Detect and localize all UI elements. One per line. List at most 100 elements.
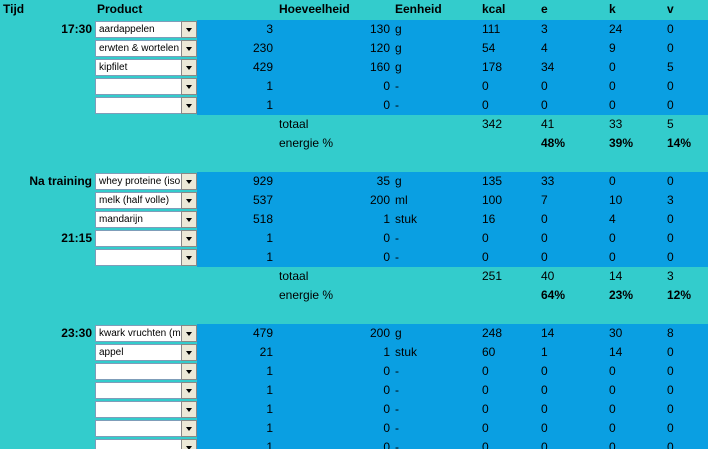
row-background <box>197 362 708 381</box>
dropdown-button[interactable] <box>181 344 197 361</box>
cell-k: 0 <box>609 231 616 245</box>
row-background <box>197 210 708 229</box>
dropdown-button[interactable] <box>181 382 197 399</box>
product-dropdown[interactable]: aardappelen <box>95 21 182 38</box>
cell-id: 429 <box>252 60 273 74</box>
row-background <box>197 20 708 39</box>
dropdown-button[interactable] <box>181 59 197 76</box>
cell-e: 0 <box>541 79 548 93</box>
product-dropdown[interactable] <box>95 78 182 95</box>
cell-qty: 200 <box>369 326 390 340</box>
cell-id: 537 <box>252 193 273 207</box>
cell-kcal: 100 <box>482 193 503 207</box>
cell-v: 14% <box>667 136 692 150</box>
cell-v: 0 <box>667 231 674 245</box>
dropdown-button[interactable] <box>181 230 197 247</box>
cell-e: 0 <box>541 250 548 264</box>
cell-k: 10 <box>609 193 623 207</box>
cell-qty: 0 <box>383 440 390 449</box>
cell-kcal: 342 <box>482 117 503 131</box>
dropdown-button[interactable] <box>181 249 197 266</box>
cell-qty: 0 <box>383 383 390 397</box>
row-background <box>197 229 708 248</box>
cell-unit: stuk <box>395 212 418 226</box>
cell-e: 0 <box>541 231 548 245</box>
cell-kcal: 0 <box>482 231 489 245</box>
dropdown-button[interactable] <box>181 401 197 418</box>
cell-v: 0 <box>667 22 674 36</box>
cell-e: 0 <box>541 440 548 449</box>
cell-qty: 160 <box>369 60 390 74</box>
cell-kcal: 60 <box>482 345 496 359</box>
cell-v: 0 <box>667 421 674 435</box>
row-background <box>197 77 708 96</box>
cell-qty: 1 <box>383 345 390 359</box>
cell-e: 64% <box>541 288 566 302</box>
dropdown-button[interactable] <box>181 363 197 380</box>
row-background <box>197 39 708 58</box>
product-dropdown[interactable] <box>95 439 182 449</box>
product-dropdown[interactable]: kwark vruchten (m <box>95 325 182 342</box>
product-dropdown[interactable] <box>95 230 182 247</box>
cell-k: 0 <box>609 383 616 397</box>
dropdown-button[interactable] <box>181 173 197 190</box>
cell-e: 7 <box>541 193 548 207</box>
cell-id: 1 <box>266 98 273 112</box>
time-cell: 17:30 <box>61 22 92 36</box>
dropdown-button[interactable] <box>181 211 197 228</box>
product-dropdown[interactable]: appel <box>95 344 182 361</box>
dropdown-button[interactable] <box>181 439 197 449</box>
row-background <box>197 381 708 400</box>
row-background <box>197 172 708 191</box>
cell-unit: ml <box>395 193 408 207</box>
dropdown-button[interactable] <box>181 97 197 114</box>
product-dropdown[interactable] <box>95 249 182 266</box>
cell-id: 518 <box>252 212 273 226</box>
cell-k: 0 <box>609 79 616 93</box>
row-background <box>197 324 708 343</box>
product-dropdown[interactable]: whey proteine (iso <box>95 173 182 190</box>
product-dropdown[interactable]: kipfilet <box>95 59 182 76</box>
header-k: k <box>609 2 616 16</box>
cell-qty: 130 <box>369 22 390 36</box>
cell-id: 1 <box>266 79 273 93</box>
total-label: totaal <box>279 269 309 283</box>
product-dropdown[interactable] <box>95 420 182 437</box>
product-dropdown[interactable]: mandarijn <box>95 211 182 228</box>
cell-v: 0 <box>667 250 674 264</box>
dropdown-button[interactable] <box>181 21 197 38</box>
product-dropdown[interactable] <box>95 382 182 399</box>
cell-k: 30 <box>609 326 623 340</box>
product-dropdown[interactable]: erwten & wortelen <box>95 40 182 57</box>
dropdown-button[interactable] <box>181 78 197 95</box>
product-dropdown[interactable] <box>95 363 182 380</box>
cell-v: 0 <box>667 98 674 112</box>
dropdown-button[interactable] <box>181 325 197 342</box>
dropdown-button[interactable] <box>181 192 197 209</box>
cell-unit: g <box>395 41 402 55</box>
product-dropdown[interactable]: melk (half volle) <box>95 192 182 209</box>
dropdown-button[interactable] <box>181 420 197 437</box>
cell-qty: 1 <box>383 212 390 226</box>
dropdown-button[interactable] <box>181 40 197 57</box>
cell-kcal: 178 <box>482 60 503 74</box>
cell-kcal: 0 <box>482 250 489 264</box>
cell-v: 0 <box>667 402 674 416</box>
product-dropdown[interactable] <box>95 97 182 114</box>
cell-id: 1 <box>266 231 273 245</box>
cell-k: 0 <box>609 60 616 74</box>
cell-k: 0 <box>609 440 616 449</box>
cell-kcal: 248 <box>482 326 503 340</box>
cell-unit: - <box>395 402 399 416</box>
cell-qty: 35 <box>376 174 390 188</box>
cell-v: 8 <box>667 326 674 340</box>
cell-unit: g <box>395 174 402 188</box>
cell-kcal: 111 <box>482 22 501 36</box>
header-tijd: Tijd <box>3 2 25 16</box>
cell-e: 0 <box>541 383 548 397</box>
cell-v: 3 <box>667 269 674 283</box>
cell-k: 39% <box>609 136 634 150</box>
cell-qty: 0 <box>383 402 390 416</box>
product-dropdown[interactable] <box>95 401 182 418</box>
